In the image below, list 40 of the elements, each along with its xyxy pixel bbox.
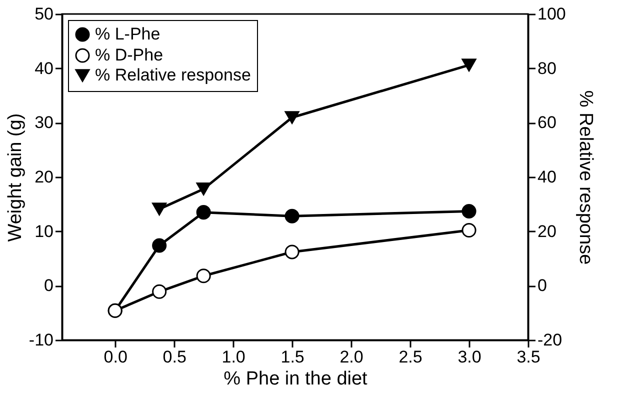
y2-axis-title: % Relative response: [574, 90, 596, 265]
y2-tick-label: 80: [538, 58, 556, 78]
y2-tick-label: -20: [538, 330, 562, 350]
point: [152, 238, 167, 253]
y-tick-label: 30: [34, 113, 54, 132]
x-tick-label: 3.5: [516, 348, 540, 366]
x-tick-label: 1.5: [280, 348, 304, 366]
y2-tick-label: 0: [538, 276, 547, 296]
y-tick-label: 10: [34, 222, 54, 241]
y2-tick-label: 20: [538, 222, 556, 241]
point: [462, 222, 476, 238]
point: [196, 182, 211, 196]
point: [196, 268, 211, 284]
point: [284, 111, 300, 124]
legend-label: % Relative response: [95, 66, 251, 84]
point: [462, 58, 476, 72]
y2-tick-label: 40: [538, 168, 556, 186]
point: [284, 244, 300, 260]
point: [152, 284, 167, 299]
x-tick-label: 2.0: [340, 348, 364, 366]
y-tick-label: 50: [34, 4, 54, 24]
point: [152, 202, 167, 216]
y-tick-label: 40: [34, 58, 54, 78]
y-tick-label: 20: [34, 168, 54, 186]
x-tick-label: 2.5: [398, 348, 422, 366]
x-tick-label: 1.0: [222, 348, 246, 366]
x-tick-label: 0.5: [162, 348, 186, 366]
y-axis-title: Weight gain (g): [4, 113, 26, 242]
y2-tick-label: 60: [538, 113, 556, 132]
x-axis-title: % Phe in the diet: [224, 368, 368, 390]
x-tick-label: 3.0: [458, 348, 482, 366]
point: [462, 204, 476, 218]
point: [284, 208, 300, 224]
y-tick-label: 0: [44, 276, 54, 296]
x-tick-label: 0.0: [104, 348, 128, 366]
y2-tick-label: 100: [538, 4, 566, 24]
point: [196, 205, 211, 220]
y-tick-label: -10: [28, 330, 54, 350]
legend-label: % L-Phe: [95, 24, 160, 44]
legend-label: % D-Phe: [95, 46, 164, 64]
